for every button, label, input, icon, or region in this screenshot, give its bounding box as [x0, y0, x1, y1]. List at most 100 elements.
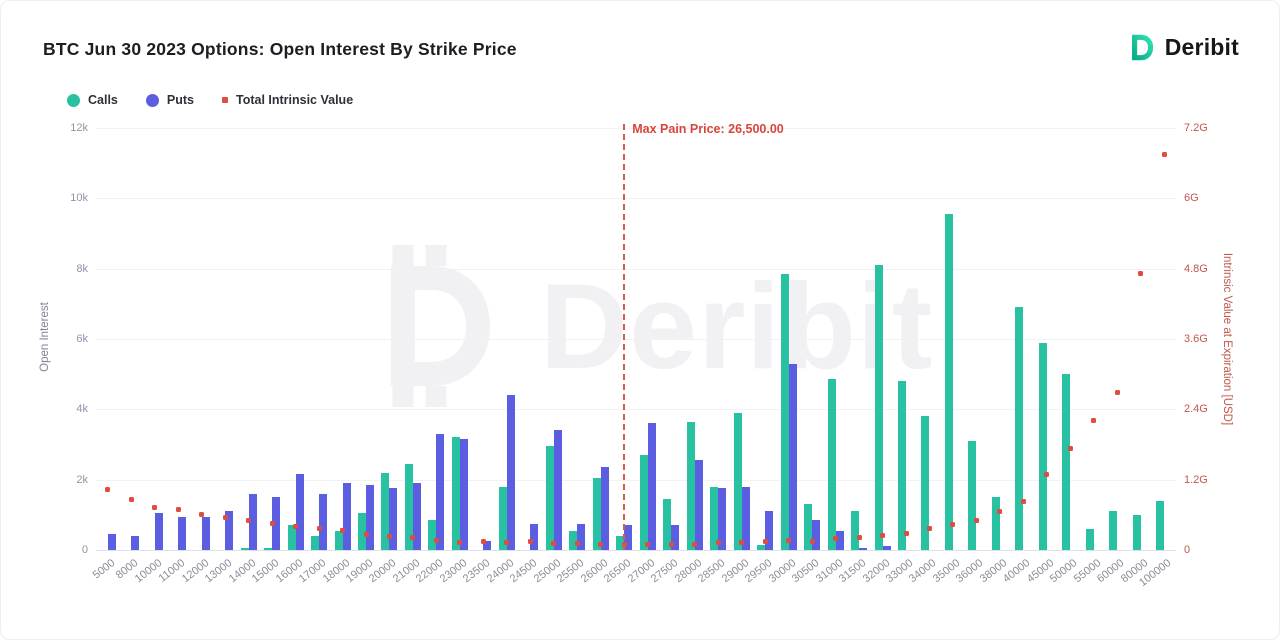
intrinsic-value-dot-40000[interactable]	[1020, 499, 1026, 505]
intrinsic-value-dot-33000[interactable]	[903, 530, 909, 536]
calls-bar-25000[interactable]	[545, 446, 554, 550]
intrinsic-value-dot-29000[interactable]	[739, 540, 745, 546]
intrinsic-value-dot-11000[interactable]	[175, 507, 181, 513]
puts-bar-24500[interactable]	[530, 523, 539, 550]
puts-bar-11000[interactable]	[178, 516, 187, 550]
intrinsic-value-dot-24500[interactable]	[527, 539, 533, 545]
legend-item-puts[interactable]: Puts	[145, 93, 194, 107]
intrinsic-value-dot-32000[interactable]	[880, 533, 886, 539]
puts-bar-28500[interactable]	[718, 488, 727, 550]
puts-bar-31500[interactable]	[859, 547, 868, 550]
puts-bar-32000[interactable]	[882, 546, 891, 550]
intrinsic-value-dot-45000[interactable]	[1044, 471, 1050, 477]
calls-bar-31500[interactable]	[851, 511, 860, 550]
puts-bar-26000[interactable]	[600, 467, 609, 550]
puts-bar-20000[interactable]	[389, 488, 398, 550]
intrinsic-value-dot-18000[interactable]	[340, 528, 346, 534]
calls-bar-20000[interactable]	[381, 472, 390, 550]
calls-bar-27000[interactable]	[639, 455, 648, 550]
calls-bar-38000[interactable]	[991, 497, 1000, 550]
puts-bar-25500[interactable]	[577, 523, 586, 550]
legend-item-total-intrinsic-value[interactable]: Total Intrinsic Value	[221, 93, 353, 107]
puts-bar-23500[interactable]	[483, 541, 492, 550]
calls-bar-26500[interactable]	[616, 535, 625, 550]
calls-bar-15000[interactable]	[264, 547, 273, 550]
intrinsic-value-dot-31000[interactable]	[833, 535, 839, 541]
intrinsic-value-dot-38000[interactable]	[997, 509, 1003, 515]
intrinsic-value-dot-60000[interactable]	[1114, 389, 1120, 395]
intrinsic-value-dot-10000[interactable]	[152, 504, 158, 510]
calls-bar-100000[interactable]	[1156, 500, 1165, 550]
calls-bar-50000[interactable]	[1062, 374, 1071, 550]
puts-bar-18000[interactable]	[342, 483, 351, 550]
calls-bar-60000[interactable]	[1109, 511, 1118, 550]
puts-bar-31000[interactable]	[835, 530, 844, 550]
puts-bar-30000[interactable]	[788, 363, 797, 550]
intrinsic-value-dot-27500[interactable]	[668, 541, 674, 547]
intrinsic-value-dot-8000[interactable]	[128, 496, 134, 502]
intrinsic-value-dot-5000[interactable]	[105, 487, 111, 493]
calls-bar-31000[interactable]	[827, 379, 836, 550]
puts-bar-13000[interactable]	[225, 511, 234, 550]
calls-bar-17000[interactable]	[311, 535, 320, 550]
puts-bar-29500[interactable]	[765, 511, 774, 550]
puts-bar-10000[interactable]	[154, 513, 163, 550]
intrinsic-value-dot-50000[interactable]	[1067, 445, 1073, 451]
legend-item-calls[interactable]: Calls	[67, 93, 118, 107]
puts-bar-23000[interactable]	[459, 439, 468, 550]
intrinsic-value-dot-20000[interactable]	[386, 534, 392, 540]
intrinsic-value-dot-55000[interactable]	[1091, 417, 1097, 423]
intrinsic-value-dot-23000[interactable]	[457, 539, 463, 545]
calls-bar-26000[interactable]	[592, 477, 601, 550]
intrinsic-value-dot-29500[interactable]	[762, 538, 768, 544]
puts-bar-21000[interactable]	[412, 483, 421, 550]
puts-bar-16000[interactable]	[295, 474, 304, 550]
intrinsic-value-dot-25500[interactable]	[574, 541, 580, 547]
calls-bar-28500[interactable]	[710, 486, 719, 550]
intrinsic-value-dot-31500[interactable]	[856, 535, 862, 541]
intrinsic-value-dot-13000[interactable]	[222, 514, 228, 520]
intrinsic-value-dot-14000[interactable]	[246, 518, 252, 524]
puts-bar-15000[interactable]	[272, 497, 281, 550]
calls-bar-24000[interactable]	[498, 486, 507, 550]
calls-bar-23000[interactable]	[451, 437, 460, 550]
intrinsic-value-dot-30000[interactable]	[786, 538, 792, 544]
intrinsic-value-dot-28000[interactable]	[692, 541, 698, 547]
puts-bar-19000[interactable]	[366, 484, 374, 550]
intrinsic-value-dot-34000[interactable]	[926, 526, 932, 532]
calls-bar-28000[interactable]	[686, 421, 695, 550]
calls-bar-80000[interactable]	[1132, 514, 1141, 550]
calls-bar-29500[interactable]	[757, 544, 766, 550]
puts-bar-14000[interactable]	[248, 493, 257, 550]
intrinsic-value-dot-24000[interactable]	[504, 539, 510, 545]
puts-bar-5000[interactable]	[107, 534, 116, 550]
puts-bar-27500[interactable]	[671, 525, 680, 550]
intrinsic-value-dot-17000[interactable]	[316, 525, 322, 531]
intrinsic-value-dot-28500[interactable]	[715, 540, 721, 546]
intrinsic-value-dot-19000[interactable]	[363, 532, 369, 538]
intrinsic-value-dot-23500[interactable]	[480, 539, 486, 545]
intrinsic-value-dot-25000[interactable]	[551, 541, 557, 547]
calls-bar-40000[interactable]	[1015, 307, 1024, 550]
calls-bar-27500[interactable]	[663, 499, 672, 550]
puts-bar-8000[interactable]	[131, 535, 140, 550]
intrinsic-value-dot-15000[interactable]	[269, 521, 275, 527]
puts-bar-25000[interactable]	[553, 430, 562, 550]
puts-bar-30500[interactable]	[812, 520, 821, 550]
calls-bar-45000[interactable]	[1038, 342, 1047, 550]
calls-bar-25500[interactable]	[569, 530, 578, 550]
intrinsic-value-dot-27000[interactable]	[645, 541, 651, 547]
intrinsic-value-dot-80000[interactable]	[1138, 270, 1144, 276]
intrinsic-value-dot-16000[interactable]	[293, 524, 299, 530]
calls-bar-19000[interactable]	[358, 513, 366, 550]
calls-bar-30000[interactable]	[780, 273, 789, 550]
intrinsic-value-dot-22000[interactable]	[433, 538, 439, 544]
calls-bar-21000[interactable]	[404, 463, 413, 550]
calls-bar-33000[interactable]	[898, 381, 906, 550]
intrinsic-value-dot-26000[interactable]	[598, 541, 604, 547]
intrinsic-value-dot-100000[interactable]	[1161, 151, 1167, 157]
calls-bar-55000[interactable]	[1085, 528, 1094, 550]
calls-bar-18000[interactable]	[334, 530, 343, 550]
puts-bar-17000[interactable]	[319, 493, 328, 550]
puts-bar-12000[interactable]	[201, 516, 210, 550]
